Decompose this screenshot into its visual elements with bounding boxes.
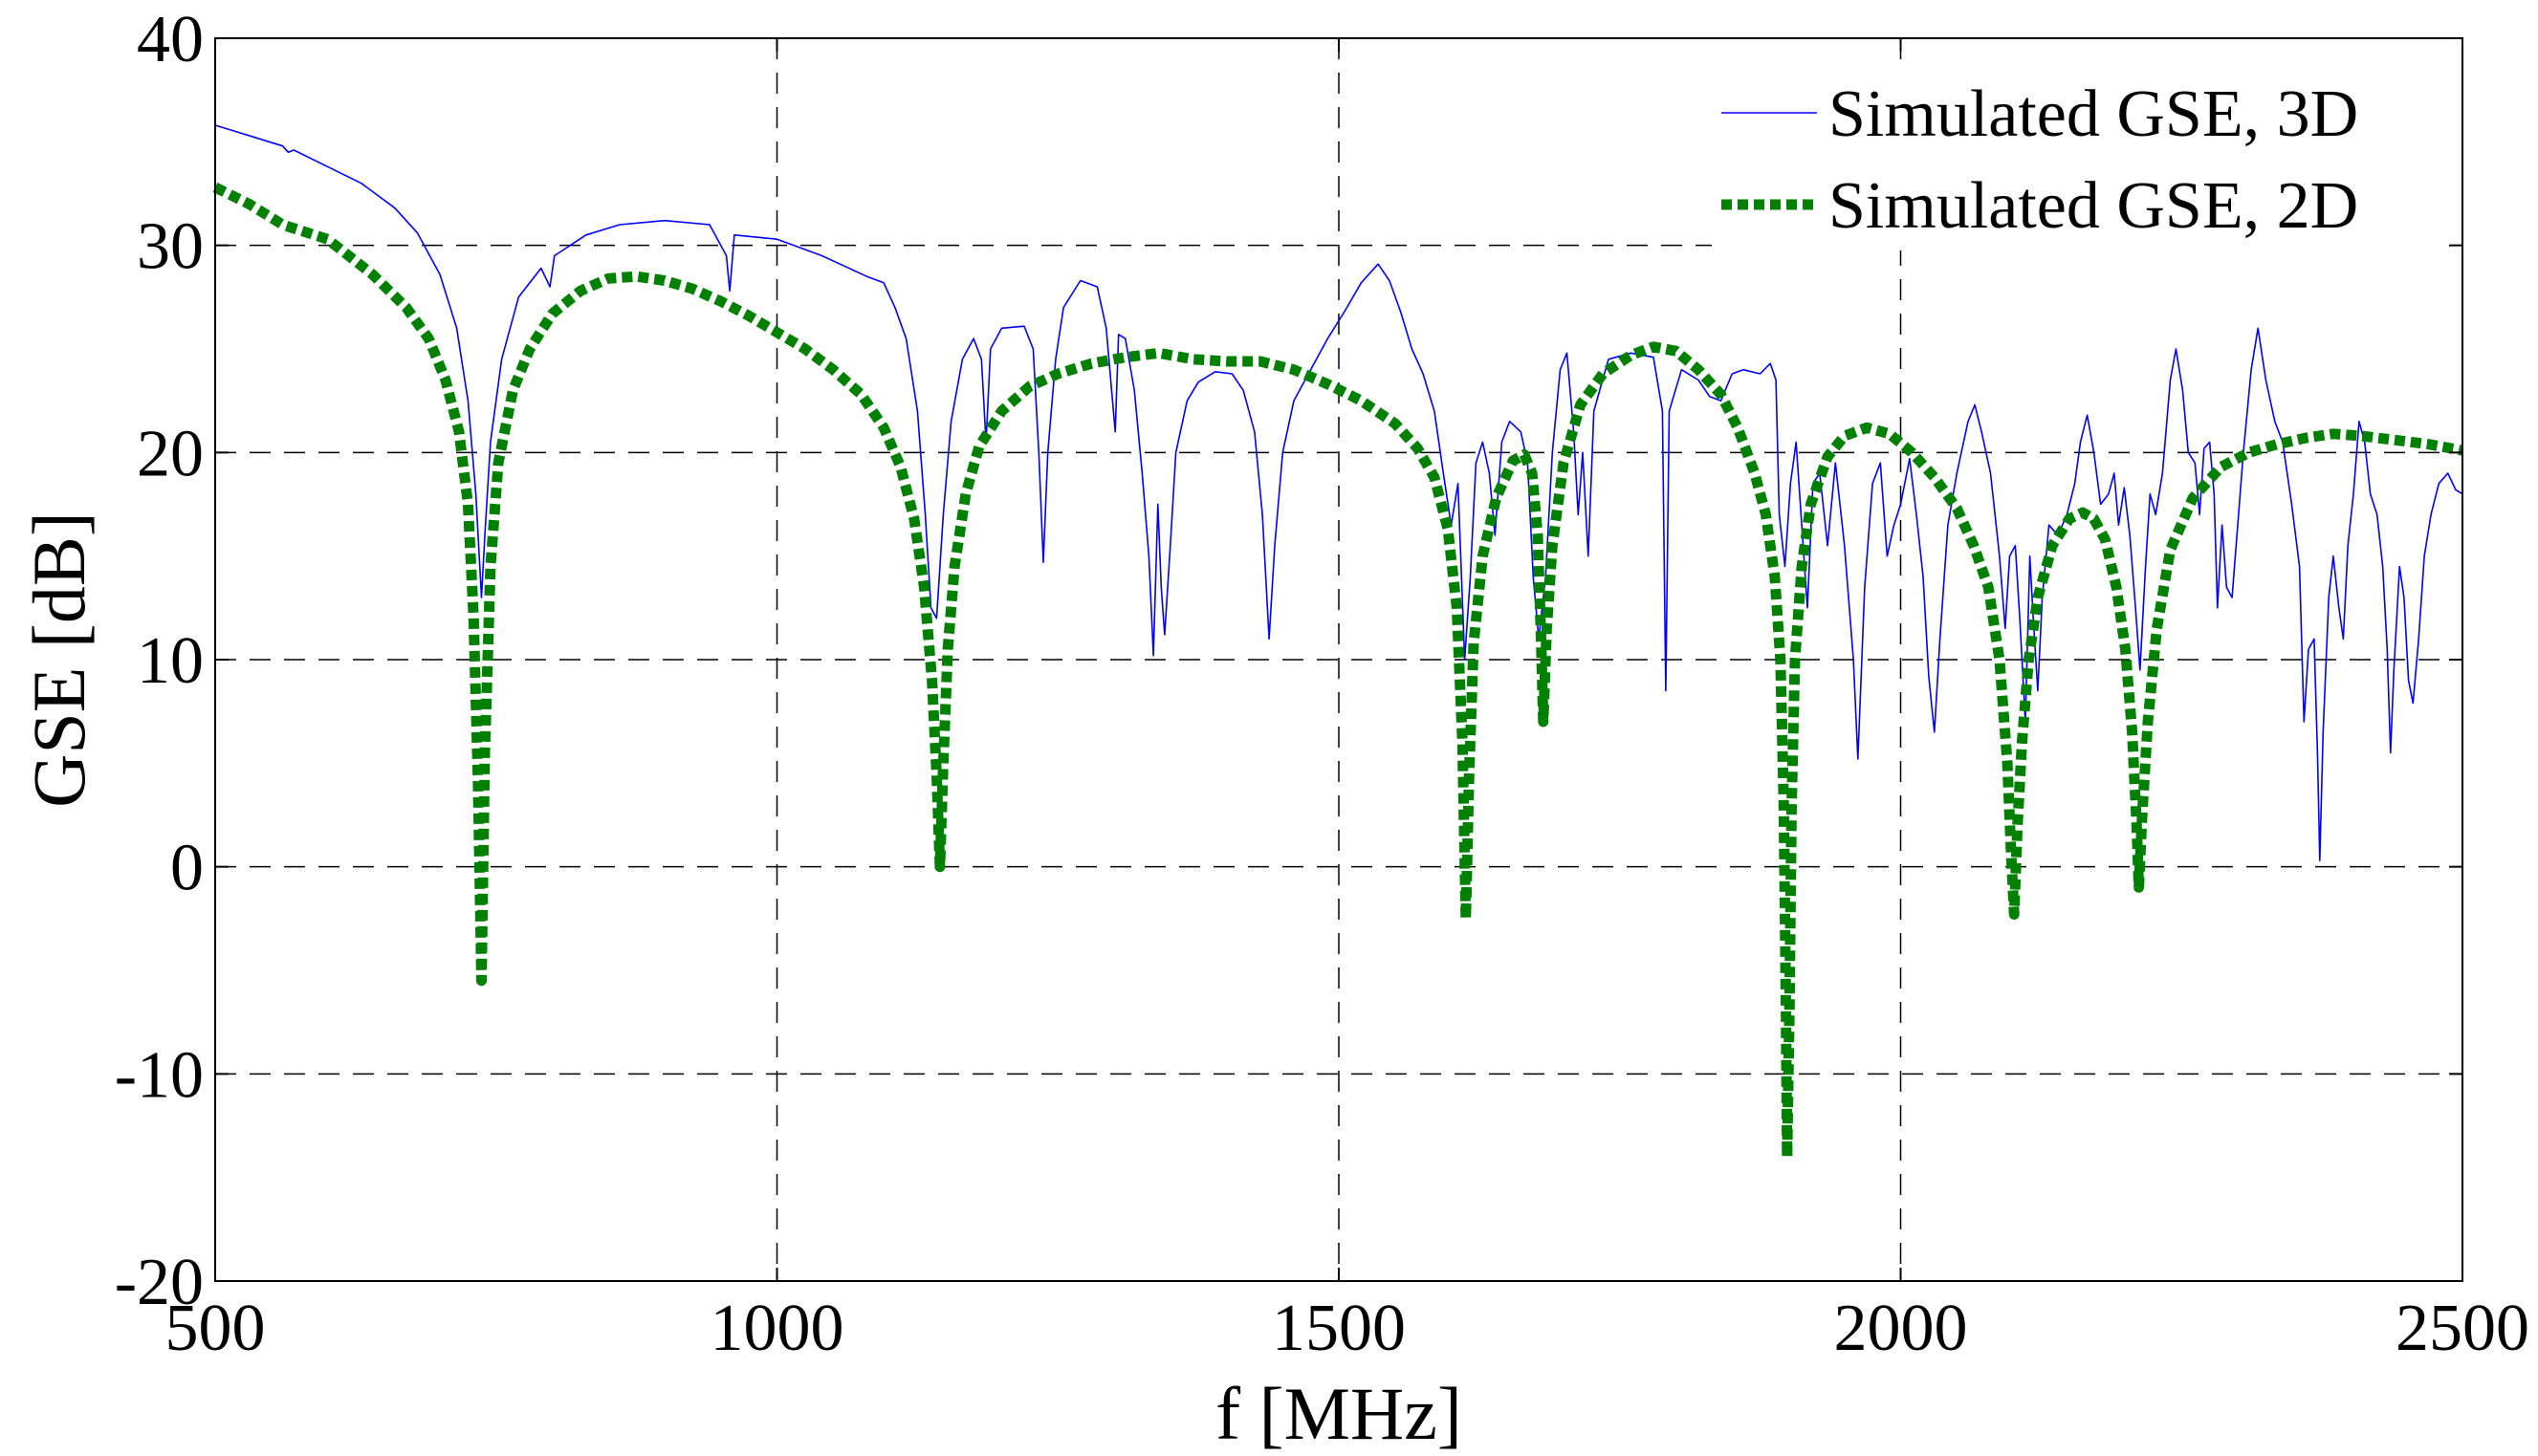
x-tick-label: 500 (165, 1292, 266, 1365)
x-tick-label: 2000 (1834, 1292, 1968, 1365)
legend-label-3d: Simulated GSE, 3D (1828, 77, 2358, 151)
series-line-3d (214, 124, 2463, 861)
x-tick-label: 2500 (2396, 1292, 2529, 1365)
y-tick-label: 20 (137, 417, 204, 490)
legend: Simulated GSE, 3D Simulated GSE, 2D (1712, 59, 2448, 250)
series-line-2d (212, 183, 2463, 1163)
y-tick-label: 10 (137, 624, 204, 698)
x-tick-label: 1500 (1272, 1292, 1406, 1365)
series-lines (212, 124, 2463, 1163)
y-tick-label: 30 (137, 210, 204, 284)
y-tick-label: 0 (170, 832, 204, 905)
y-tick-label: 40 (137, 3, 204, 76)
y-axis-label: GSE [dB] (17, 511, 100, 808)
legend-background (1712, 59, 2448, 250)
axis-ticks: 500 1000 1500 2000 2500 -20 -10 0 10 20 30 40 (115, 3, 2529, 1365)
legend-label-2d: Simulated GSE, 2D (1828, 169, 2358, 243)
y-tick-label: -10 (115, 1038, 204, 1112)
x-tick-label: 1000 (711, 1292, 844, 1365)
x-axis-label: f [MHz] (1215, 1372, 1462, 1455)
y-tick-label: -20 (115, 1246, 204, 1319)
